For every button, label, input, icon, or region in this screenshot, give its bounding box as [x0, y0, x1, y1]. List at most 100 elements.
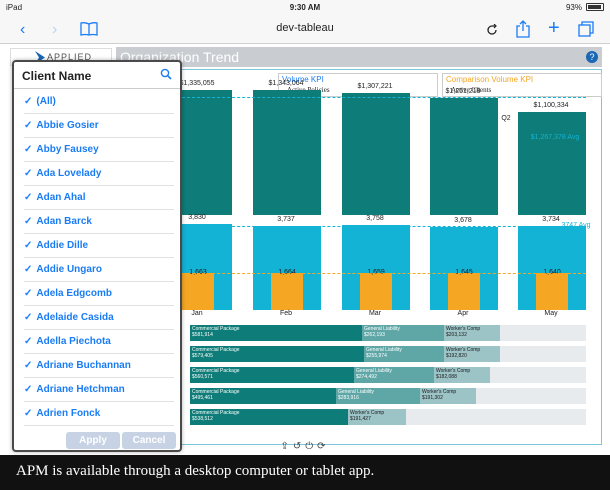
treemap-other-segments[interactable] — [476, 388, 586, 404]
treemap-segment[interactable]: Commercial Package $581,914 — [190, 325, 362, 341]
cancel-button[interactable]: Cancel — [122, 432, 176, 449]
filter-divider — [14, 88, 180, 89]
client-name-filter-panel: Client Name ✓ (All) ✓ Abbie Gosier ✓ Abby Fau… — [12, 60, 182, 452]
treemap-segment[interactable]: General Liability $283,916 — [336, 388, 420, 404]
segment-value: $182,088 — [436, 374, 457, 380]
client-option[interactable]: ✓ Addie Dille — [24, 234, 174, 258]
bookmarks-icon[interactable] — [80, 22, 98, 36]
premium-bar[interactable] — [518, 112, 586, 215]
client-label: Ada Lovelady — [36, 168, 102, 179]
client-option[interactable]: ✓ Adriane Hetchman — [24, 378, 174, 402]
month-label: Feb — [279, 310, 293, 317]
policies-average-line — [182, 225, 586, 227]
client-option[interactable]: ✓ Abby Fausey — [24, 138, 174, 162]
comparison-kpi-selector[interactable]: Comparison Volume KPI Active Clients — [442, 73, 602, 97]
treemap-segment[interactable]: General Liability $274,492 — [354, 367, 434, 383]
treemap-other-segments[interactable] — [490, 367, 586, 383]
month-label: Jan — [191, 310, 203, 317]
client-option[interactable]: ✓ Adelaide Casida — [24, 306, 174, 330]
client-option[interactable]: ✓ Adan Ahal — [24, 186, 174, 210]
url-field[interactable]: dev-tableau — [276, 22, 334, 34]
segment-name: Worker's Comp — [422, 389, 457, 395]
treemap-segment[interactable]: General Liability $255,974 — [364, 346, 444, 362]
segment-value: $262,193 — [364, 332, 385, 338]
active-clients-bar[interactable] — [448, 272, 480, 310]
tabs-icon[interactable] — [578, 21, 594, 37]
client-option[interactable]: ✓ Adrien Fonck — [24, 402, 174, 426]
battery-icon — [586, 3, 604, 11]
client-option[interactable]: ✓ Abbie Gosier — [24, 114, 174, 138]
checkmark-icon: ✓ — [24, 144, 33, 155]
segment-value: $560,571 — [192, 374, 213, 380]
search-icon[interactable] — [160, 68, 172, 80]
client-option[interactable]: ✓ Addie Ungaro — [24, 258, 174, 282]
segment-value: $192,820 — [446, 353, 467, 359]
client-option[interactable]: ✓ Adan Barck — [24, 210, 174, 234]
back-icon[interactable]: ‹ — [20, 21, 26, 38]
active-clients-value-label: 1,645 — [455, 268, 473, 276]
client-option[interactable]: ✓ Ada Lovelady — [24, 162, 174, 186]
treemap-row: Commercial Package $538,512 Worker's Comp $… — [190, 409, 586, 425]
help-icon[interactable]: ? — [586, 51, 598, 63]
checkmark-icon: ✓ — [24, 168, 33, 179]
client-option[interactable]: ✓ Adella Piechota — [24, 330, 174, 354]
treemap-segment[interactable]: Commercial Package $538,512 — [190, 409, 348, 425]
comparison-kpi-label: Comparison Volume KPI — [446, 75, 534, 84]
reload-icon[interactable] — [486, 24, 498, 36]
month-label: Mar — [368, 310, 382, 317]
active-clients-bar[interactable] — [360, 272, 392, 310]
treemap-other-segments[interactable] — [500, 346, 586, 362]
active-clients-value-label: 1,659 — [367, 268, 385, 276]
treemap-segment[interactable]: General Liability $262,193 — [362, 325, 444, 341]
refresh-icon[interactable]: ⟳ — [317, 441, 330, 452]
premium-value-label: $1,343,064 — [268, 79, 304, 87]
segment-name: Worker's Comp — [350, 410, 385, 416]
segment-name: General Liability — [366, 347, 402, 353]
month-label: May — [544, 310, 558, 317]
premium-bar[interactable] — [253, 89, 321, 215]
segment-value: $191,427 — [350, 416, 371, 422]
active-policies-value-label: 3,830 — [188, 213, 206, 221]
client-label: Adan Ahal — [36, 192, 86, 203]
client-option[interactable]: ✓ Adela Edgcomb — [24, 282, 174, 306]
segment-value: $203,132 — [446, 332, 467, 338]
treemap-segment[interactable]: Commercial Package $560,571 — [190, 367, 354, 383]
active-clients-bar[interactable] — [536, 273, 568, 310]
active-clients-value-label: 1,663 — [189, 268, 207, 276]
apply-button[interactable]: Apply — [66, 432, 120, 449]
treemap-segment[interactable]: Worker's Comp $203,132 — [444, 325, 500, 341]
new-tab-icon[interactable]: + — [548, 17, 560, 39]
premium-bar[interactable] — [342, 92, 410, 215]
treemap-segment[interactable]: Worker's Comp $182,088 — [434, 367, 490, 383]
segment-name: Commercial Package — [192, 326, 240, 332]
checkmark-icon: ✓ — [24, 264, 33, 275]
treemap-other-segments[interactable] — [500, 325, 586, 341]
top-average-label: $1,267,378 Avg — [530, 134, 580, 141]
treemap-segment[interactable]: Worker's Comp $191,302 — [420, 388, 476, 404]
share-icon[interactable] — [516, 20, 530, 38]
premium-bar[interactable] — [430, 98, 498, 215]
client-option[interactable]: ✓ (All) — [24, 90, 174, 114]
volume-kpi-label: Volume KPI — [282, 75, 324, 84]
client-label: Abby Fausey — [36, 144, 99, 155]
forward-icon[interactable]: › — [52, 21, 58, 38]
share-icon[interactable]: ⇪ — [280, 441, 293, 452]
clients-reference-line — [182, 272, 586, 274]
client-option[interactable]: ✓ Adriane Buchannan — [24, 354, 174, 378]
revert-icon[interactable]: ↺ — [292, 441, 306, 452]
active-clients-bar[interactable] — [182, 272, 214, 310]
power-icon[interactable]: ⏻ — [305, 441, 318, 452]
client-label: Adelaide Casida — [36, 312, 114, 323]
treemap-segment[interactable]: Worker's Comp $192,820 — [444, 346, 500, 362]
treemap-segment[interactable]: Worker's Comp $191,427 — [348, 409, 406, 425]
active-clients-bar[interactable] — [271, 272, 303, 310]
treemap-row: Commercial Package $579,405 General Liabil… — [190, 346, 586, 362]
active-clients-value-label: 1,640 — [543, 269, 561, 277]
treemap-other-segments[interactable] — [406, 409, 586, 425]
treemap-segment[interactable]: Commercial Package $579,405 — [190, 346, 364, 362]
client-label: Adella Piechota — [36, 336, 111, 347]
treemap-segment[interactable]: Commercial Package $495,461 — [190, 388, 336, 404]
checkmark-icon: ✓ — [24, 312, 33, 323]
treemap-row: Commercial Package $560,571 General Liabil… — [190, 367, 586, 383]
segment-value: $538,512 — [192, 416, 213, 422]
